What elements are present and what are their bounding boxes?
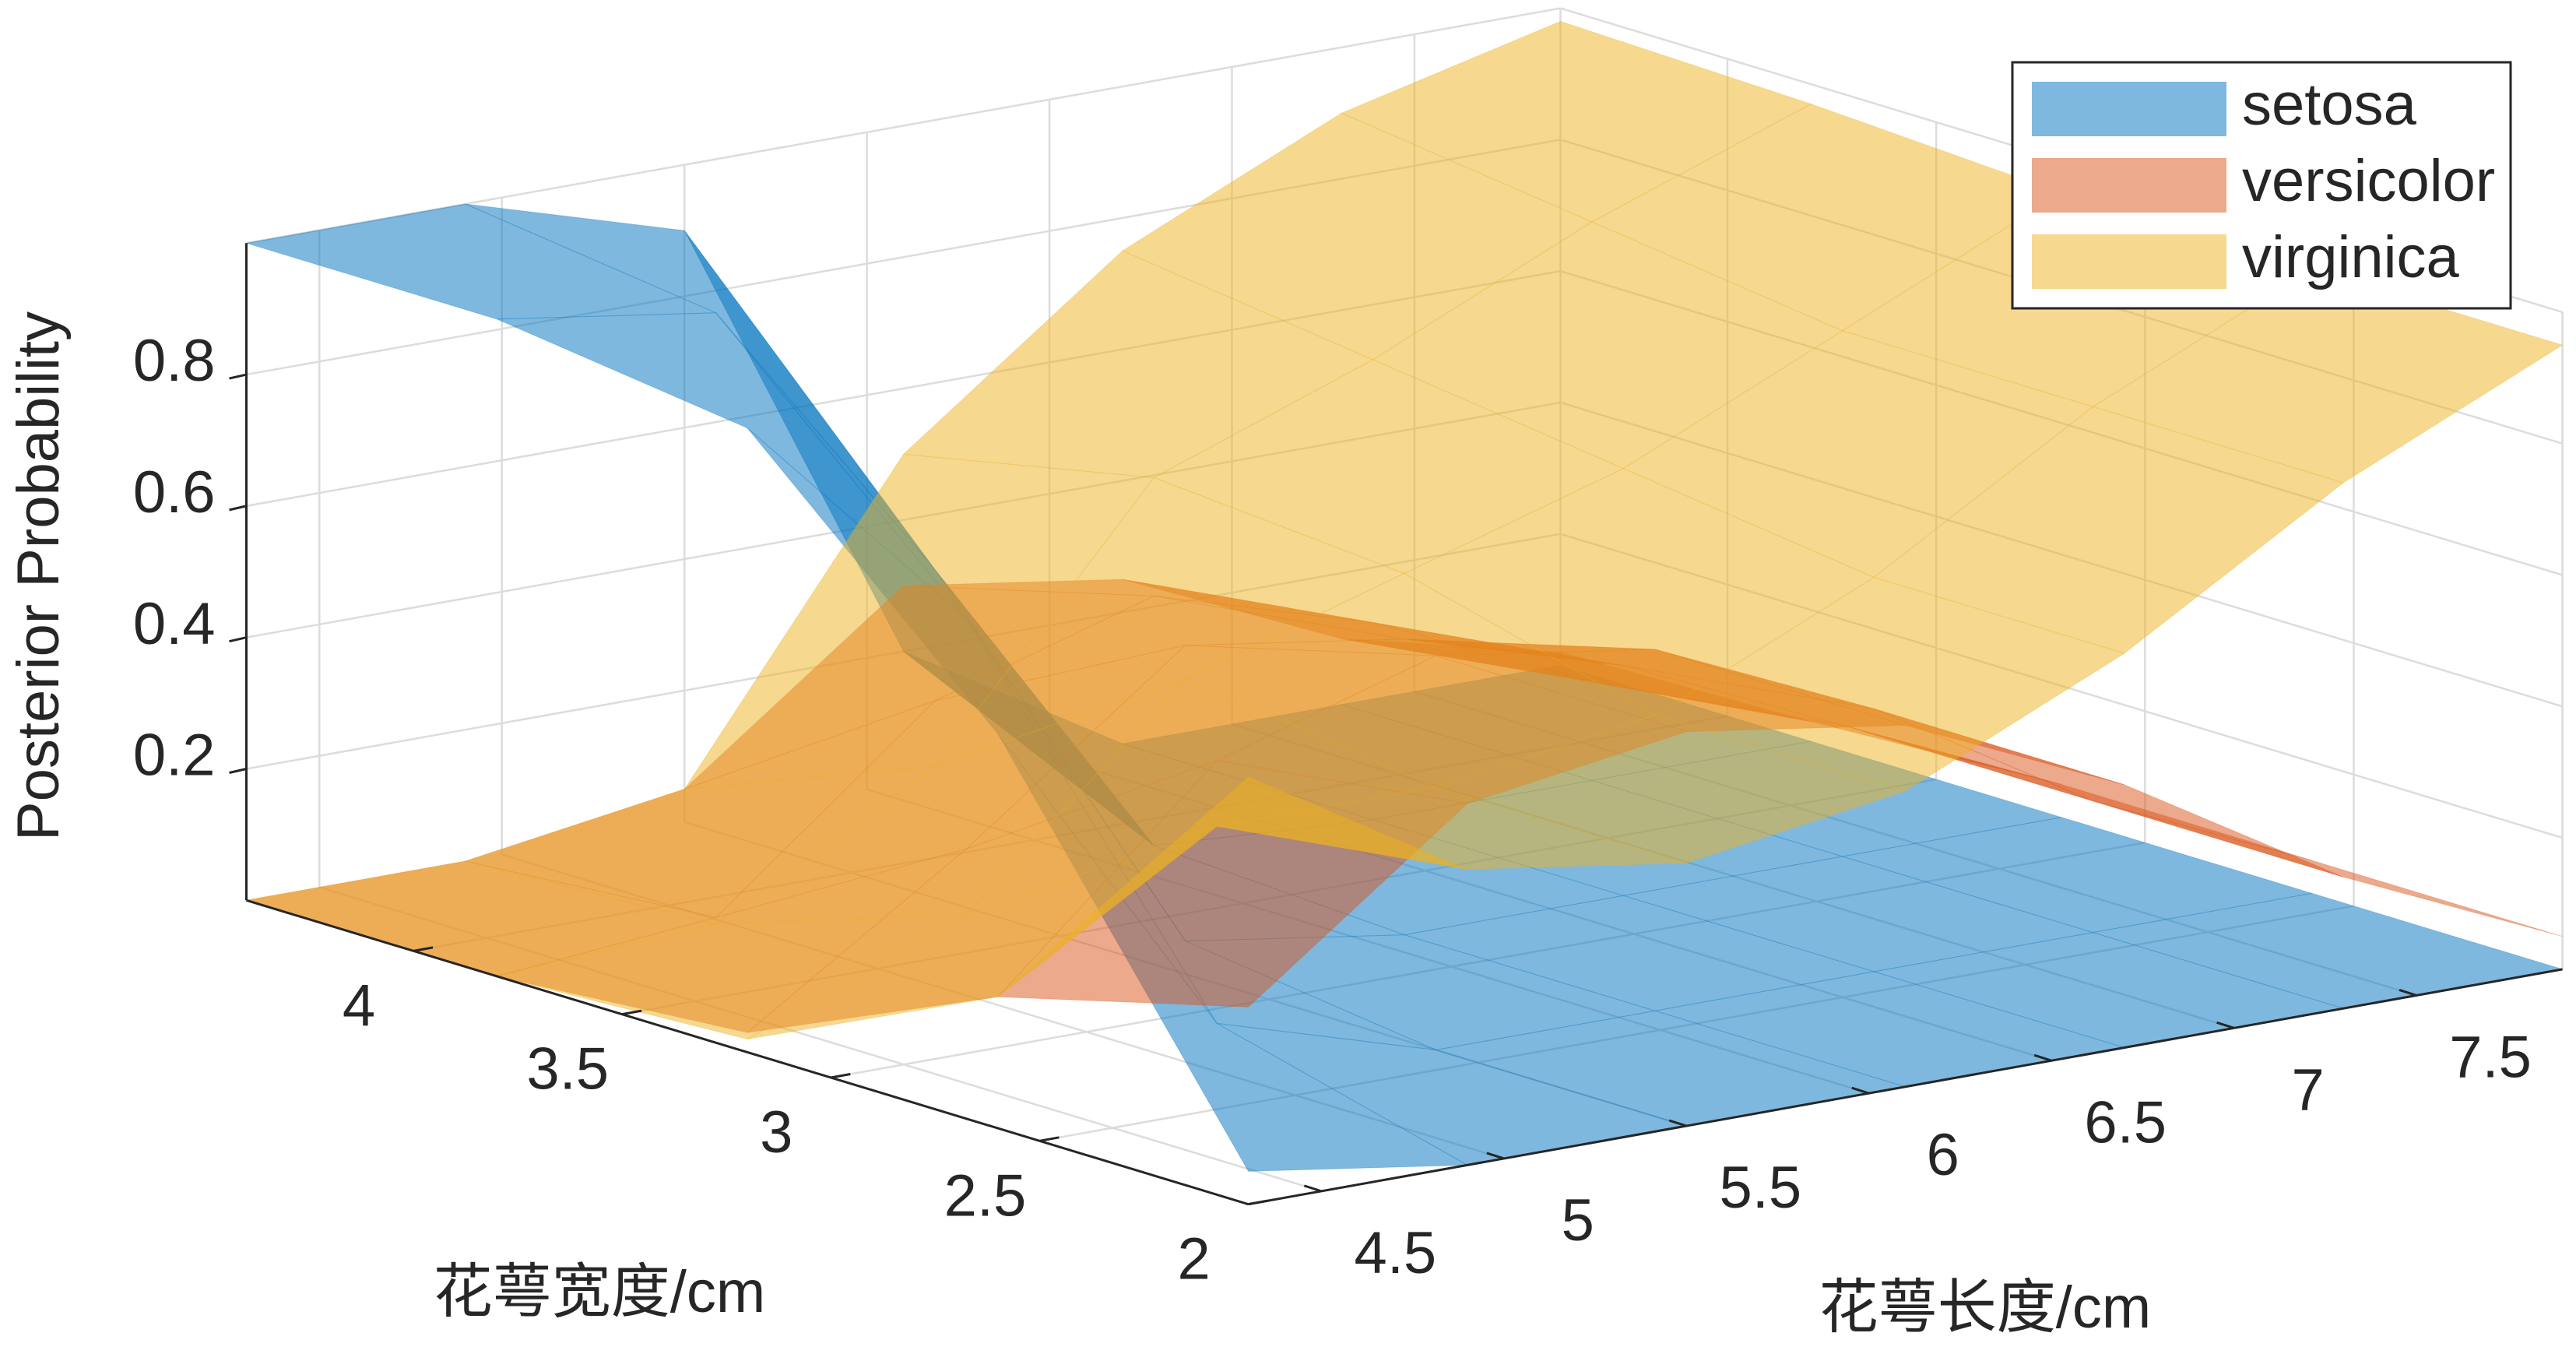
y-tick-label: 4 bbox=[343, 972, 375, 1039]
legend-swatch bbox=[2032, 82, 2226, 136]
z-tick bbox=[229, 373, 247, 380]
legend-label: virginica bbox=[2242, 224, 2459, 290]
z-axis-label: Posterior Probability bbox=[5, 311, 72, 841]
x-tick bbox=[2033, 1053, 2052, 1062]
surface-patch bbox=[1404, 895, 1875, 1011]
y-tick bbox=[831, 1073, 851, 1079]
y-tick bbox=[621, 1009, 642, 1016]
x-tick bbox=[1851, 1086, 1870, 1095]
x-tick-label: 5.5 bbox=[1719, 1155, 1801, 1221]
axes: 0.2 0.4 0.6 0.8 2 2.5 3 3.5 4 4.5 5 5.5 6 6.5 7 7.5 bbox=[133, 243, 2563, 1292]
y-axis-label: 花萼宽度/cm bbox=[434, 1259, 765, 1325]
z-tick bbox=[229, 768, 247, 774]
x-tick bbox=[1668, 1119, 1687, 1127]
y-tick-label: 3 bbox=[760, 1099, 792, 1166]
surface-patch bbox=[1873, 406, 2345, 654]
x-axis bbox=[1248, 968, 2563, 1206]
y-tick bbox=[413, 946, 434, 952]
x-tick-label: 7.5 bbox=[2449, 1025, 2532, 1091]
z-tick-label: 0.6 bbox=[133, 459, 216, 526]
x-tick bbox=[2216, 1021, 2235, 1029]
z-tick-label: 0.2 bbox=[133, 723, 216, 789]
x-tick bbox=[1303, 1184, 1322, 1193]
x-tick-label: 5 bbox=[1562, 1187, 1594, 1254]
surface-patch bbox=[747, 825, 1218, 1040]
z-tick-label: 0.8 bbox=[133, 328, 216, 394]
legend-label: versicolor bbox=[2242, 148, 2495, 214]
x-tick-label: 6.5 bbox=[2084, 1089, 2167, 1155]
legend-swatch bbox=[2032, 158, 2226, 213]
legend-label: setosa bbox=[2242, 72, 2417, 138]
x-tick-label: 4.5 bbox=[1355, 1220, 1437, 1286]
y-tick bbox=[1248, 1199, 1268, 1206]
surface-patch bbox=[966, 677, 1438, 916]
legend: setosa versicolor virginica bbox=[2011, 61, 2512, 310]
surface-patch bbox=[997, 776, 1468, 997]
x-tick bbox=[1486, 1152, 1505, 1160]
box-edge bbox=[246, 7, 1561, 244]
y-tick-label: 2.5 bbox=[944, 1162, 1027, 1229]
y-tick-label: 2 bbox=[1177, 1226, 1210, 1292]
surface-patch bbox=[1340, 20, 1812, 223]
surface-patch bbox=[1434, 714, 1907, 864]
y-tick-label: 3.5 bbox=[526, 1036, 609, 1103]
z-tick-label: 0.4 bbox=[133, 591, 216, 657]
x-tick bbox=[2399, 988, 2417, 997]
y-tick bbox=[1039, 1136, 1060, 1142]
legend-swatch bbox=[2032, 234, 2226, 289]
surface-patch bbox=[684, 453, 1155, 790]
z-tick bbox=[229, 636, 247, 643]
x-axis-label: 花萼长度/cm bbox=[1819, 1275, 2151, 1341]
z-tick bbox=[229, 505, 247, 512]
x-tick-label: 6 bbox=[1927, 1122, 1959, 1188]
x-tick-label: 7 bbox=[2291, 1057, 2324, 1123]
